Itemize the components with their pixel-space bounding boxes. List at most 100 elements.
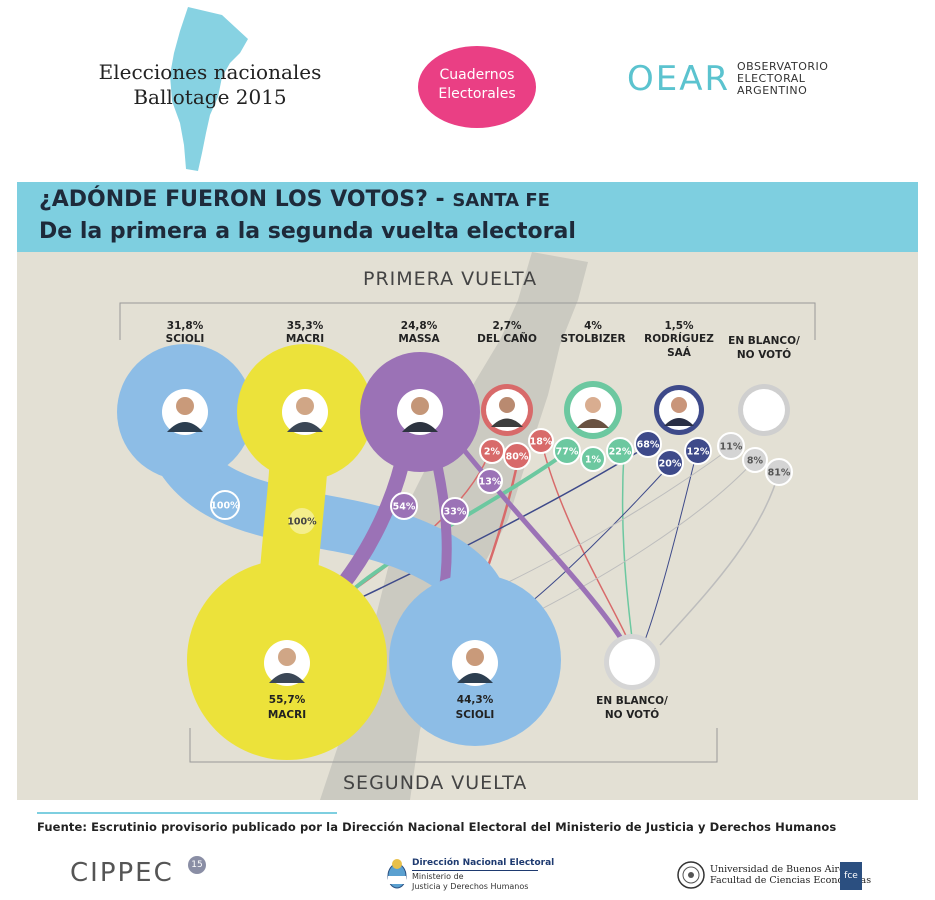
candidate-name: RODRÍGUEZ: [644, 333, 714, 345]
svg-text:12%: 12%: [687, 447, 710, 458]
candidate-name-2: NO VOTÓ: [736, 349, 792, 361]
rodriguez-first-portrait-icon: [659, 390, 699, 430]
badge-rodriguez-scioli: 20%: [656, 449, 684, 477]
result-pct: 55,7%: [268, 694, 306, 706]
result-name: MACRI: [267, 709, 307, 721]
candidate-pct: 1,5%: [664, 320, 694, 332]
first-round-label: PRIMERA VUELTA: [363, 268, 538, 290]
title-banner: ¿ADÓNDE FUERON LOS VOTOS? - SANTA FE De …: [17, 182, 918, 252]
badge-scioli-scioli: 100%: [210, 490, 240, 520]
svg-text:100%: 100%: [210, 501, 240, 512]
result-label-scioli: 44,3% SCIOLI: [435, 694, 515, 722]
header-title-line1: Elecciones nacionales: [98, 60, 322, 84]
badge-rodriguez-blank: 12%: [684, 437, 712, 465]
candidate-name: MACRI: [285, 333, 325, 345]
result-label-blank: EN BLANCO/ NO VOTÓ: [587, 694, 677, 722]
macri-second-portrait-icon: [264, 640, 310, 686]
candidate-pct: 31,8%: [166, 320, 204, 332]
stolbizer-first-portrait-icon: [570, 387, 616, 433]
svg-text:100%: 100%: [287, 517, 317, 528]
flow-diagram: 100% 100% 54% 33% 13% 2% 80% 18%: [117, 252, 816, 800]
svg-text:13%: 13%: [479, 477, 502, 488]
second-round-label: SEGUNDA VUELTA: [343, 772, 528, 794]
banner-question: ¿ADÓNDE FUERON LOS VOTOS? -: [39, 187, 445, 212]
oear-line2: ELECTORAL: [737, 72, 806, 85]
svg-text:80%: 80%: [506, 452, 529, 463]
coat-of-arms-icon: [387, 859, 407, 889]
candidate-pct: 35,3%: [286, 320, 324, 332]
candidate-name: EN BLANCO/: [728, 335, 800, 347]
candidate-pct: 24,8%: [400, 320, 438, 332]
oear-line3: ARGENTINO: [737, 84, 808, 97]
svg-text:33%: 33%: [444, 507, 467, 518]
badge-macri-macri: 100%: [287, 506, 317, 536]
scioli-second-portrait-icon: [452, 640, 498, 686]
footer-band: [17, 800, 918, 848]
badge-blank-macri: 11%: [717, 432, 745, 460]
header-title: Elecciones nacionales Ballotage 2015: [80, 60, 340, 110]
candidate-label-macri: 35,3% MACRI: [265, 320, 345, 346]
svg-text:54%: 54%: [393, 502, 416, 513]
scioli-first-portrait-icon: [162, 389, 208, 435]
dne-line2: Ministerio de: [412, 871, 464, 881]
header-title-line2: Ballotage 2015: [133, 85, 287, 109]
svg-text:68%: 68%: [637, 440, 660, 451]
header: Elecciones nacionales Ballotage 2015 Cua…: [0, 0, 935, 180]
candidate-name: STOLBIZER: [560, 333, 626, 345]
cippec-15-badge: 15: [188, 856, 206, 874]
macri-first-portrait-icon: [282, 389, 328, 435]
candidate-label-stolbizer: 4% STOLBIZER: [551, 320, 635, 346]
dne-logo[interactable]: Dirección Nacional Electoral Ministerio …: [386, 858, 554, 894]
svg-text:18%: 18%: [530, 437, 553, 448]
uba-line2: Facultad de Ciencias Económicas: [710, 875, 872, 886]
fce-logo: fce: [840, 862, 862, 890]
source-note: Fuente: Escrutinio provisorio publicado …: [37, 820, 837, 834]
candidate-pct: 4%: [584, 320, 602, 332]
svg-text:77%: 77%: [556, 447, 579, 458]
banner-subtitle: De la primera a la segunda vuelta electo…: [39, 219, 576, 244]
argentina-map-icon: [170, 7, 248, 171]
fce-text: fce: [844, 871, 858, 881]
result-name-2: NO VOTÓ: [604, 709, 660, 721]
candidate-name: SCIOLI: [165, 333, 205, 345]
candidate-pct: 2,7%: [492, 320, 522, 332]
badge-delcano-blank: 18%: [528, 428, 554, 454]
badge-rodriguez-macri: 68%: [634, 430, 662, 458]
diagram-area: 100% 100% 54% 33% 13% 2% 80% 18%: [17, 252, 918, 800]
candidate-name: MASSA: [398, 333, 440, 345]
svg-text:22%: 22%: [609, 447, 632, 458]
dne-line3: Justicia y Derechos Humanos: [412, 882, 529, 891]
candidate-name-2: SAÁ: [667, 347, 691, 359]
candidate-label-delcano: 2,7% DEL CAÑO: [465, 320, 549, 346]
uba-seal-icon: [677, 861, 705, 889]
candidate-label-scioli: 31,8% SCIOLI: [145, 320, 225, 346]
massa-first-portrait-icon: [397, 389, 443, 435]
candidate-label-rodriguez: 1,5% RODRÍGUEZ SAÁ: [637, 320, 721, 360]
svg-text:11%: 11%: [720, 442, 743, 453]
cippec-text: CIPPEC: [70, 858, 174, 888]
banner-title: ¿ADÓNDE FUERON LOS VOTOS? - SANTA FE: [39, 187, 550, 212]
dne-line1: Dirección Nacional Electoral: [412, 858, 555, 868]
result-name: EN BLANCO/: [596, 695, 668, 707]
svg-text:81%: 81%: [768, 468, 791, 479]
candidate-label-blank: EN BLANCO/ NO VOTÓ: [721, 334, 807, 362]
result-label-macri: 55,7% MACRI: [247, 694, 327, 722]
badge-stolbizer-scioli: 1%: [580, 446, 606, 472]
svg-text:8%: 8%: [747, 456, 764, 467]
badge-blank-blank: 81%: [765, 458, 793, 486]
uba-line1: Universidad de Buenos Aires: [710, 864, 850, 875]
cippec-logo[interactable]: CIPPEC 15: [70, 856, 220, 892]
candidate-label-massa: 24,8% MASSA: [379, 320, 459, 346]
cuadernos-badge-line2: Electorales: [438, 86, 516, 102]
svg-text:1%: 1%: [585, 455, 602, 466]
candidate-name: DEL CAÑO: [477, 333, 537, 345]
badge-massa-scioli: 33%: [441, 497, 469, 525]
result-pct: 44,3%: [456, 694, 494, 706]
uba-logo[interactable]: Universidad de Buenos Aires Facultad de …: [676, 860, 871, 894]
badge-massa-macri: 54%: [390, 492, 418, 520]
delcano-first-portrait-icon: [486, 389, 528, 431]
result-name: SCIOLI: [455, 709, 495, 721]
oear-line1: OBSERVATORIO: [737, 60, 829, 73]
banner-province: SANTA FE: [452, 190, 550, 211]
oear-logo: OEAR OBSERVATORIO ELECTORAL ARGENTINO: [627, 55, 837, 105]
